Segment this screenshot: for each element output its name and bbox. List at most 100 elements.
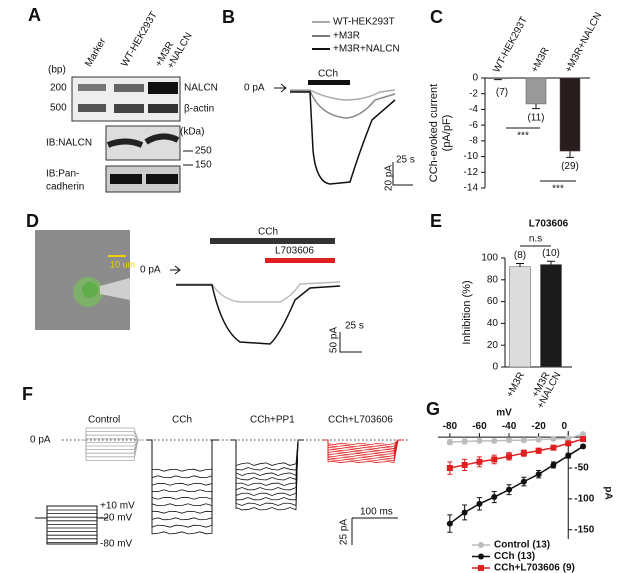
y-tick-label: -10: [464, 151, 479, 162]
point: [476, 458, 483, 465]
error-bar: [494, 78, 502, 81]
trace: [290, 90, 396, 119]
panel-label: D: [26, 211, 39, 231]
band: [78, 84, 106, 91]
n-label: (7): [496, 87, 508, 98]
scale-label: 25 s: [345, 321, 364, 332]
series-line: [449, 438, 584, 469]
point: [461, 438, 468, 445]
kda-marker: 150: [195, 160, 212, 171]
y-tick-label: 20: [487, 340, 499, 351]
trace: [147, 439, 218, 535]
trace: [231, 439, 304, 471]
band: [110, 174, 142, 184]
trace: [147, 439, 218, 514]
y-axis-label: Inhibition (%): [461, 280, 473, 344]
arrow: [274, 83, 287, 93]
n-label: (10): [542, 248, 560, 259]
point: [565, 452, 572, 459]
x-tick-label: -80: [443, 421, 458, 432]
ib-label: IB:Pan-: [46, 169, 79, 180]
y-tick-label: 0: [472, 73, 478, 84]
error-bar: [516, 262, 524, 267]
point: [446, 465, 453, 472]
bar: [559, 77, 581, 152]
point: [520, 450, 527, 457]
x-tick-label: WT-HEK293T: [491, 15, 530, 75]
point: [580, 431, 587, 438]
legend-label: WT-HEK293T: [333, 17, 395, 28]
legend-label: +M3R: [333, 31, 360, 42]
y-tick-label: -50: [574, 463, 589, 474]
protocol: [46, 505, 98, 545]
y-tick-label: 60: [487, 296, 499, 307]
y-axis-label: CCh-evoked current: [428, 84, 440, 182]
scale-bar: [392, 162, 413, 186]
bar: [540, 264, 562, 368]
x-tick-label: +M3R+NALCN: [563, 11, 604, 75]
drug-label: L703606: [275, 246, 314, 257]
error-bar: [547, 260, 555, 265]
drug-label: CCh: [258, 227, 278, 238]
point: [476, 437, 483, 444]
scale-label: 100 ms: [360, 507, 393, 518]
point: [565, 440, 572, 447]
scale-label: 20 pA: [384, 165, 395, 191]
condition-label: Control: [88, 415, 120, 426]
x-axis-label: mV: [496, 408, 512, 419]
significance-label: n.s: [529, 234, 542, 245]
scale-label: 25 s: [396, 155, 415, 166]
x-tick-label: 0: [561, 421, 567, 432]
trace: [81, 427, 144, 441]
scale-bar: [351, 517, 398, 545]
n-label: (8): [514, 250, 526, 261]
panel-label: F: [22, 384, 33, 404]
kda-label: (kDa): [180, 127, 204, 138]
legend-label: CCh (13): [494, 551, 535, 562]
voltage-label: +10 mV: [100, 501, 135, 512]
condition-label: CCh+L703606: [328, 415, 393, 426]
x-tick-label: -60: [472, 421, 487, 432]
point: [491, 437, 498, 444]
point: [535, 436, 542, 443]
cell: [82, 282, 98, 298]
trace: [81, 431, 144, 441]
point: [506, 486, 513, 493]
y-tick-label: -6: [469, 120, 478, 131]
lane-label: Marker: [83, 36, 108, 69]
y-axis-label: (pA/pF): [441, 115, 453, 152]
y-tick-label: -8: [469, 135, 478, 146]
point: [520, 437, 527, 444]
y-tick-label: 0: [492, 362, 498, 373]
chart-title: L703606: [529, 219, 569, 230]
lane-label: WT-HEK293T: [119, 10, 159, 69]
band-label: NALCN: [184, 83, 218, 94]
band: [148, 104, 178, 113]
panel-label: C: [430, 7, 443, 27]
panel-b: WT-HEK293T +M3R +M3R+NALCN CCh 0 pA 25 s…: [244, 17, 415, 191]
point: [550, 436, 557, 443]
point: [491, 456, 498, 463]
y-tick-label: -2: [469, 88, 478, 99]
bar: [487, 77, 509, 80]
point: [520, 478, 527, 485]
condition-label: CCh+PP1: [250, 415, 295, 426]
band: [106, 133, 180, 148]
legend-label: CCh+L703606 (9): [494, 563, 575, 573]
drug-bar: [210, 238, 335, 244]
y-tick-label: 40: [487, 318, 499, 329]
trace: [147, 439, 218, 507]
y-tick-label: -4: [469, 104, 478, 115]
band: [114, 84, 144, 92]
scale-bar: [339, 332, 362, 353]
trace: [147, 439, 218, 486]
zero-label: 0 pA: [140, 265, 161, 276]
point: [580, 436, 587, 443]
trace: [81, 439, 144, 461]
arrow: [170, 265, 181, 275]
panel-d: 10 um CCh L703606 0 pA 25 s 50 pA: [35, 227, 364, 353]
legend-label: Control (13): [494, 540, 550, 551]
y-tick-label: -12: [464, 167, 479, 178]
band: [148, 82, 178, 94]
voltage-label: -20 mV: [100, 513, 133, 524]
